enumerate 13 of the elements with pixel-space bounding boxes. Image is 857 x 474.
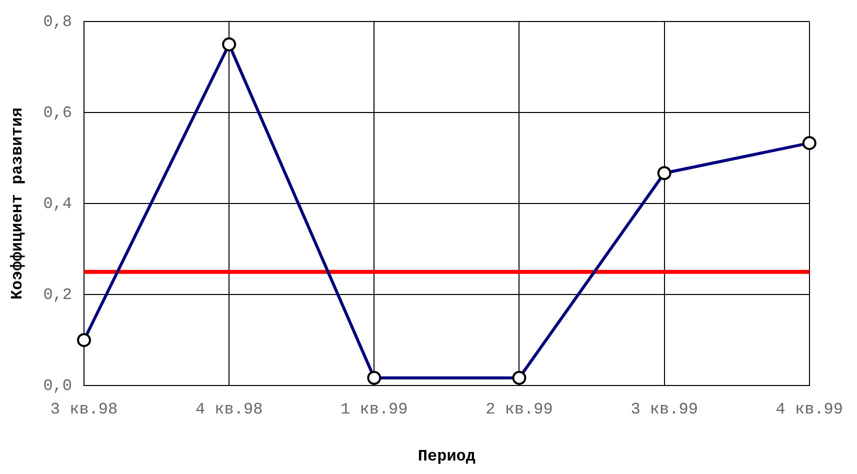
y-tick-label: 0,4 <box>43 194 72 213</box>
x-axis-title: Период <box>418 447 476 466</box>
x-tick-label: 3 кв.99 <box>630 400 698 418</box>
x-tick-label: 2 кв.99 <box>486 400 553 418</box>
y-tick-label: 0,2 <box>43 286 72 304</box>
y-tick-label: 0,8 <box>43 12 72 31</box>
x-tick-label: 4 кв.98 <box>195 400 263 418</box>
x-tick-label: 3 кв.98 <box>50 400 118 418</box>
x-tick-label: 1 кв.99 <box>340 400 408 418</box>
y-tick-label: 0,6 <box>43 104 72 122</box>
y-tick-label: 0,0 <box>43 376 72 395</box>
y-axis-title: Коэффициент развития <box>8 108 27 300</box>
x-tick-label: 4 кв.99 <box>776 400 844 418</box>
